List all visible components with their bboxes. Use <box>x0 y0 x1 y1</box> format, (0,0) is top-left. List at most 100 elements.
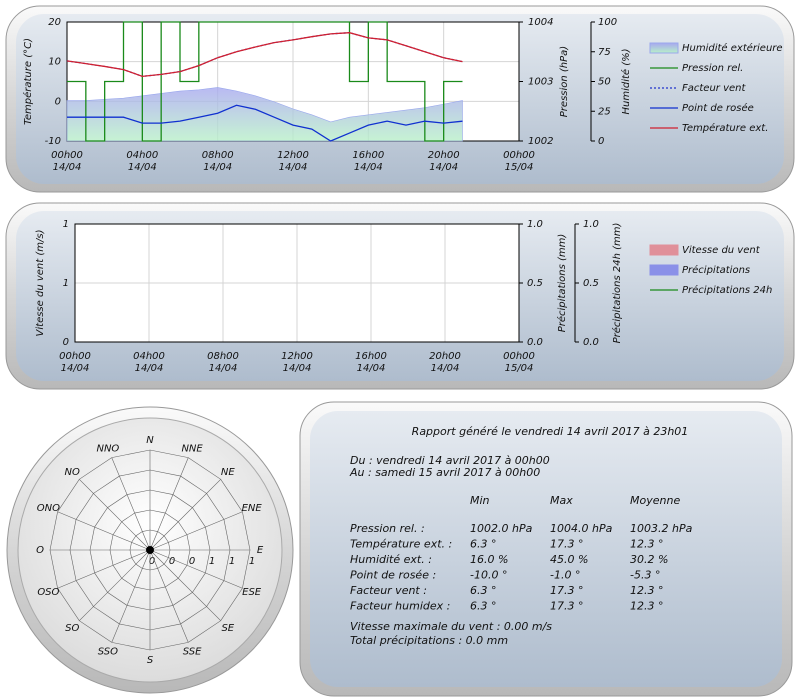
report-label: Point de rosée : <box>350 569 436 582</box>
plot-border <box>74 223 520 343</box>
y-tick-label: 0 <box>55 96 61 107</box>
spoke <box>111 457 151 551</box>
spoke <box>149 511 243 551</box>
x-tick-label: 16h00 <box>355 351 387 362</box>
report-footer: Vitesse maximale du vent : 0.00 m/s <box>350 620 552 633</box>
legend-label: Facteur vent <box>682 83 746 94</box>
report-value: 1002.0 hPa <box>470 522 533 535</box>
spoke <box>57 511 151 551</box>
report-value: 45.0 % <box>550 553 588 566</box>
y3-tick-label: 50 <box>598 77 611 88</box>
direction-label: SSE <box>183 647 202 658</box>
y2-tick-label: 1002 <box>528 136 553 147</box>
direction-label: NNE <box>181 443 203 454</box>
y2-tick-label: 0.5 <box>527 278 543 289</box>
legend-swatch <box>649 244 679 256</box>
x-tick-label: 00h00 <box>503 150 535 161</box>
direction-label: SSO <box>98 647 118 658</box>
spoke <box>149 549 221 621</box>
report-value: 12.3 ° <box>630 538 664 551</box>
report-value: 1003.2 hPa <box>630 522 693 535</box>
x-tick-label: 04h00 <box>126 150 158 161</box>
report-label: Humidité ext. : <box>350 553 432 566</box>
y2-tick-label: 0.0 <box>527 337 543 348</box>
axis-title: Précipitations (mm) <box>556 234 568 333</box>
y-tick-label: 20 <box>48 17 61 28</box>
spoke <box>79 549 151 621</box>
direction-label: SE <box>221 623 234 634</box>
y2-tick-label: 1003 <box>528 77 553 88</box>
report-header: Min <box>470 494 490 507</box>
x-tick-label: 16h00 <box>352 150 384 161</box>
axis-title: Vitesse du vent (m/s) <box>35 230 46 337</box>
y3-tick-label: 0.5 <box>583 278 599 289</box>
axis-title: Humidité (%) <box>620 48 632 114</box>
y3-tick-label: 0 <box>598 136 604 147</box>
y-tick-label: 10 <box>48 57 61 68</box>
report-value: 1004.0 hPa <box>550 522 613 535</box>
x-tick-label: 20h00 <box>428 150 460 161</box>
legend-label: Précipitations <box>682 264 750 276</box>
report-label: Pression rel. : <box>350 522 425 535</box>
report-value: 12.3 ° <box>630 600 664 613</box>
report-panel <box>310 411 782 687</box>
x-tick-label: 08h00 <box>202 150 234 161</box>
r-tick-label: 1 <box>229 556 235 567</box>
x-tick-date: 14/04 <box>128 162 157 173</box>
legend-label: Humidité extérieure <box>682 42 783 54</box>
x-tick-date: 14/04 <box>283 363 312 374</box>
direction-label: E <box>257 545 264 556</box>
y2-tick-label: 1004 <box>528 17 553 28</box>
x-tick-date: 14/04 <box>354 162 383 173</box>
report-value: 16.0 % <box>470 553 508 566</box>
r-tick-label: 0 <box>169 556 175 567</box>
spoke <box>79 479 151 551</box>
report-value: -5.3 ° <box>630 569 660 582</box>
x-tick-date: 14/04 <box>209 363 238 374</box>
spoke <box>149 457 189 551</box>
x-tick-date: 14/04 <box>61 363 90 374</box>
report-value: 6.3 ° <box>470 600 497 613</box>
y3-tick-label: 25 <box>598 106 611 117</box>
report-to: Au : samedi 15 avril 2017 à 00h00 <box>349 466 540 479</box>
report-title: Rapport généré le vendredi 14 avril 2017… <box>412 425 689 438</box>
report-header: Max <box>550 494 573 507</box>
x-tick-label: 04h00 <box>133 351 165 362</box>
r-tick-label: 0 <box>189 556 195 567</box>
x-tick-date: 14/04 <box>135 363 164 374</box>
center <box>146 546 154 554</box>
y3-tick-label: 100 <box>598 17 617 28</box>
axis-title: Température (°C) <box>22 38 34 125</box>
line <box>66 32 463 78</box>
x-tick-label: 00h00 <box>59 351 91 362</box>
y-tick-label: -10 <box>45 136 61 147</box>
axis-title: Précipitations 24h (mm) <box>611 223 623 344</box>
y3-tick-label: 75 <box>598 47 611 58</box>
direction-label: OSO <box>37 587 59 598</box>
report-label: Température ext. : <box>350 538 452 551</box>
x-tick-label: 00h00 <box>503 351 535 362</box>
line <box>67 104 463 142</box>
x-tick-date: 14/04 <box>279 162 308 173</box>
report-from: Du : vendredi 14 avril 2017 à 00h00 <box>350 454 550 467</box>
y3-tick-label: 1.0 <box>583 219 599 230</box>
legend-label: Température ext. <box>682 122 768 134</box>
report-value: -1.0 ° <box>550 569 580 582</box>
x-tick-label: 00h00 <box>51 150 83 161</box>
report-value: 17.3 ° <box>550 600 584 613</box>
direction-label: NO <box>65 467 80 478</box>
x-tick-label: 12h00 <box>277 150 309 161</box>
report-value: 17.3 ° <box>550 538 584 551</box>
direction-label: N <box>146 435 154 446</box>
x-tick-date: 14/04 <box>431 363 460 374</box>
r-tick-label: 0 <box>149 556 155 567</box>
spoke <box>57 549 151 589</box>
report-value: 12.3 ° <box>630 584 664 597</box>
report-value: 30.2 % <box>630 553 668 566</box>
spoke <box>149 549 189 643</box>
direction-label: SO <box>65 623 79 634</box>
x-tick-date: 15/04 <box>505 363 534 374</box>
report-footer: Total précipitations : 0.0 mm <box>350 634 508 647</box>
